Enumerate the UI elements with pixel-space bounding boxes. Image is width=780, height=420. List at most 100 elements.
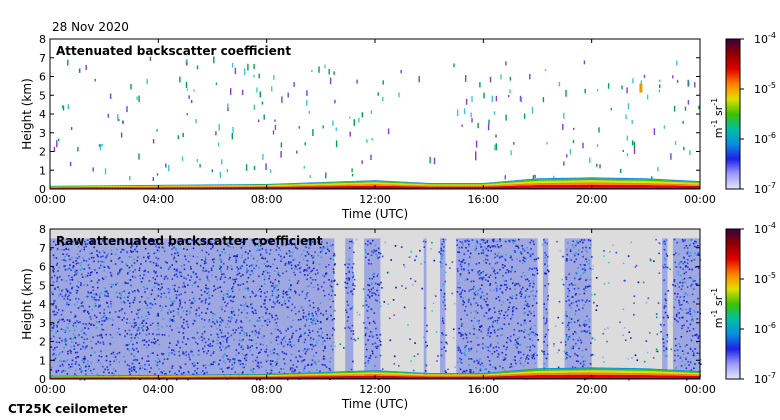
noise-pixel: [210, 311, 212, 313]
noise-pixel: [254, 359, 257, 362]
boundary-layer-cell: [353, 188, 357, 189]
boundary-layer-cell: [659, 180, 663, 182]
noise-pixel: [161, 246, 164, 249]
boundary-layer-cell: [323, 182, 327, 184]
noise-pixel: [280, 368, 282, 370]
speckle: [186, 62, 188, 66]
noise-pixel: [258, 238, 261, 241]
boundary-layer-cell: [426, 185, 430, 187]
noise-pixel: [488, 326, 491, 328]
noise-pixel: [228, 345, 230, 347]
boundary-layer-cell: [185, 184, 189, 186]
noise-pixel: [675, 266, 677, 268]
noise-pixel: [286, 343, 289, 346]
noise-pixel: [288, 243, 290, 245]
noise-pixel: [163, 250, 166, 252]
noise-pixel: [691, 238, 693, 241]
noise-pixel: [546, 242, 548, 245]
noise-pixel: [244, 251, 247, 253]
noise-pixel: [306, 260, 309, 262]
noise-pixel: [332, 341, 335, 343]
noise-pixel: [243, 261, 245, 264]
noise-pixel: [238, 289, 241, 291]
noise-pixel: [75, 325, 78, 328]
boundary-layer-cell: [185, 185, 189, 187]
boundary-layer: [50, 177, 701, 189]
noise-pixel: [95, 299, 98, 301]
boundary-layer-cell: [58, 186, 62, 188]
noise-pixel: [229, 320, 232, 323]
speckle: [78, 68, 81, 73]
noise-pixel: [187, 242, 189, 244]
noise-pixel: [571, 284, 574, 286]
panel-title: Attenuated backscatter coefficient: [56, 44, 291, 58]
boundary-layer-cell: [670, 180, 674, 182]
boundary-layer-cell: [472, 185, 476, 187]
noise-pixel: [273, 287, 276, 289]
boundary-layer-cell: [697, 185, 701, 189]
noise-pixel: [186, 320, 188, 323]
noise-pixel: [102, 265, 105, 267]
boundary-layer-cell: [115, 186, 119, 187]
noise-pixel: [89, 292, 92, 294]
noise-pixel: [90, 369, 92, 372]
boundary-layer-cell: [353, 182, 357, 185]
noise-pixel: [526, 304, 528, 307]
boundary-layer-cell: [106, 185, 111, 187]
noise-pixel: [85, 373, 87, 376]
speckle: [633, 147, 636, 154]
noise-pixel: [325, 310, 327, 312]
noise-pixel: [238, 359, 241, 362]
noise-pixel: [59, 352, 61, 354]
noise-pixel: [86, 284, 89, 286]
noise-pixel: [128, 371, 131, 373]
noise-pixel: [84, 240, 86, 243]
noise-pixel: [543, 306, 545, 309]
noise-pixel: [333, 252, 335, 255]
noise-pixel: [379, 305, 382, 308]
noise-pixel: [84, 243, 87, 245]
noise-pixel: [126, 251, 128, 253]
noise-pixel: [441, 255, 443, 258]
boundary-layer-cell: [169, 185, 173, 186]
noise-pixel: [225, 304, 228, 307]
boundary-layer-cell: [407, 183, 411, 185]
noise-pixel: [308, 315, 310, 317]
boundary-layer-cell: [331, 182, 335, 184]
noise-pixel: [589, 285, 591, 287]
noise-pixel: [522, 272, 524, 274]
noise-pixel: [570, 307, 573, 309]
noise-pixel: [368, 335, 371, 338]
noise-pixel: [92, 286, 94, 288]
noise-pixel: [98, 267, 101, 269]
noise-pixel: [139, 368, 141, 371]
boundary-layer-cell: [277, 184, 281, 186]
noise-pixel: [82, 305, 84, 308]
boundary-layer-cell: [90, 187, 94, 189]
noise-pixel: [527, 362, 529, 364]
boundary-layer-cell: [575, 187, 579, 189]
noise-pixel: [498, 310, 500, 313]
noise-pixel: [314, 251, 316, 253]
noise-pixel: [566, 248, 568, 251]
boundary-layer-cell: [686, 182, 690, 185]
noise-pixel: [272, 301, 275, 303]
noise-pixel: [681, 350, 684, 352]
noise-pixel: [329, 369, 332, 372]
noise-pixel: [516, 245, 519, 248]
boundary-layer-cell: [385, 180, 390, 182]
speckle: [694, 82, 696, 88]
boundary-layer-cell: [675, 185, 679, 188]
boundary-layer-cell: [434, 188, 438, 189]
boundary-layer-cell: [691, 185, 696, 188]
noise-pixel: [186, 310, 188, 312]
noise-pixel: [323, 281, 325, 284]
boundary-layer-cell: [377, 180, 381, 182]
noise-pixel: [165, 305, 167, 307]
boundary-layer-cell: [651, 179, 655, 182]
boundary-layer-cell: [505, 184, 509, 186]
boundary-layer-cell: [288, 185, 292, 187]
noise-pixel: [191, 301, 193, 303]
noise-pixel: [206, 243, 209, 246]
noise-pixel: [521, 245, 523, 247]
